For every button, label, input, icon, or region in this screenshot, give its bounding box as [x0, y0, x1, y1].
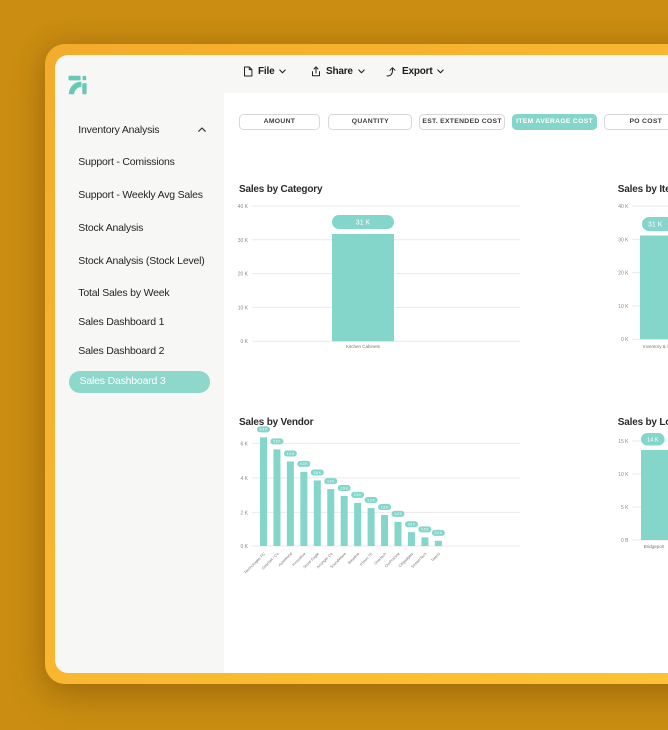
svg-text:2.5 K: 2.5 K	[354, 493, 362, 497]
svg-text:0 K: 0 K	[240, 339, 248, 345]
svg-text:15 K: 15 K	[618, 439, 629, 445]
svg-text:eTown TK: eTown TK	[359, 552, 374, 567]
svg-text:10 K: 10 K	[618, 472, 629, 478]
svg-text:Inventory & Office: Inventory & Office	[643, 344, 668, 349]
svg-text:5 K: 5 K	[621, 505, 629, 511]
svg-text:31 K: 31 K	[356, 220, 371, 227]
svg-text:40 K: 40 K	[238, 204, 249, 210]
svg-text:Sales by Location: Sales by Location	[618, 417, 668, 428]
svg-text:0 K: 0 K	[240, 544, 248, 550]
svg-text:Bridgeport: Bridgeport	[644, 544, 666, 549]
svg-text:6.3 K: 6.3 K	[260, 428, 268, 432]
svg-text:Totemi: Totemi	[430, 552, 441, 563]
svg-text:20 K: 20 K	[618, 271, 629, 277]
svg-text:5.6 K: 5.6 K	[273, 440, 281, 444]
svg-text:2 K: 2 K	[240, 510, 248, 516]
svg-text:6 K: 6 K	[240, 441, 248, 447]
svg-text:2.9 K: 2.9 K	[340, 486, 348, 490]
svg-text:14 K: 14 K	[647, 437, 659, 443]
svg-text:0.3 K: 0.3 K	[435, 531, 443, 535]
svg-text:30 K: 30 K	[618, 237, 629, 243]
svg-text:10 K: 10 K	[238, 305, 249, 311]
svg-text:2.2 K: 2.2 K	[367, 498, 375, 502]
svg-text:Sales by Item: Sales by Item	[618, 184, 668, 195]
svg-text:3.8 K: 3.8 K	[314, 471, 322, 475]
svg-text:AutoWorld: AutoWorld	[278, 552, 293, 567]
svg-text:0 K: 0 K	[621, 337, 629, 343]
svg-text:4 K: 4 K	[240, 476, 248, 482]
svg-text:1.4 K: 1.4 K	[394, 512, 402, 516]
svg-text:0.8 K: 0.8 K	[408, 523, 416, 527]
svg-text:Baseline: Baseline	[347, 552, 360, 565]
svg-text:30 K: 30 K	[238, 238, 249, 244]
svg-text:Kitchen Cabinets: Kitchen Cabinets	[346, 344, 381, 349]
svg-text:Sales by Category: Sales by Category	[239, 184, 323, 195]
svg-text:1.8 K: 1.8 K	[381, 505, 389, 509]
svg-text:0.5 K: 0.5 K	[421, 528, 429, 532]
svg-text:4.9 K: 4.9 K	[287, 452, 295, 456]
svg-text:3.3 K: 3.3 K	[327, 479, 335, 483]
svg-text:31 K: 31 K	[648, 222, 663, 229]
svg-text:4.3 K: 4.3 K	[300, 462, 308, 466]
svg-text:20 K: 20 K	[238, 272, 249, 278]
svg-text:10 K: 10 K	[618, 304, 629, 310]
svg-text:0 B: 0 B	[621, 538, 629, 544]
svg-text:40 K: 40 K	[618, 204, 629, 210]
svg-text:Technologies PC: Technologies PC	[243, 552, 266, 575]
svg-text:Sales by Vendor: Sales by Vendor	[239, 417, 314, 428]
